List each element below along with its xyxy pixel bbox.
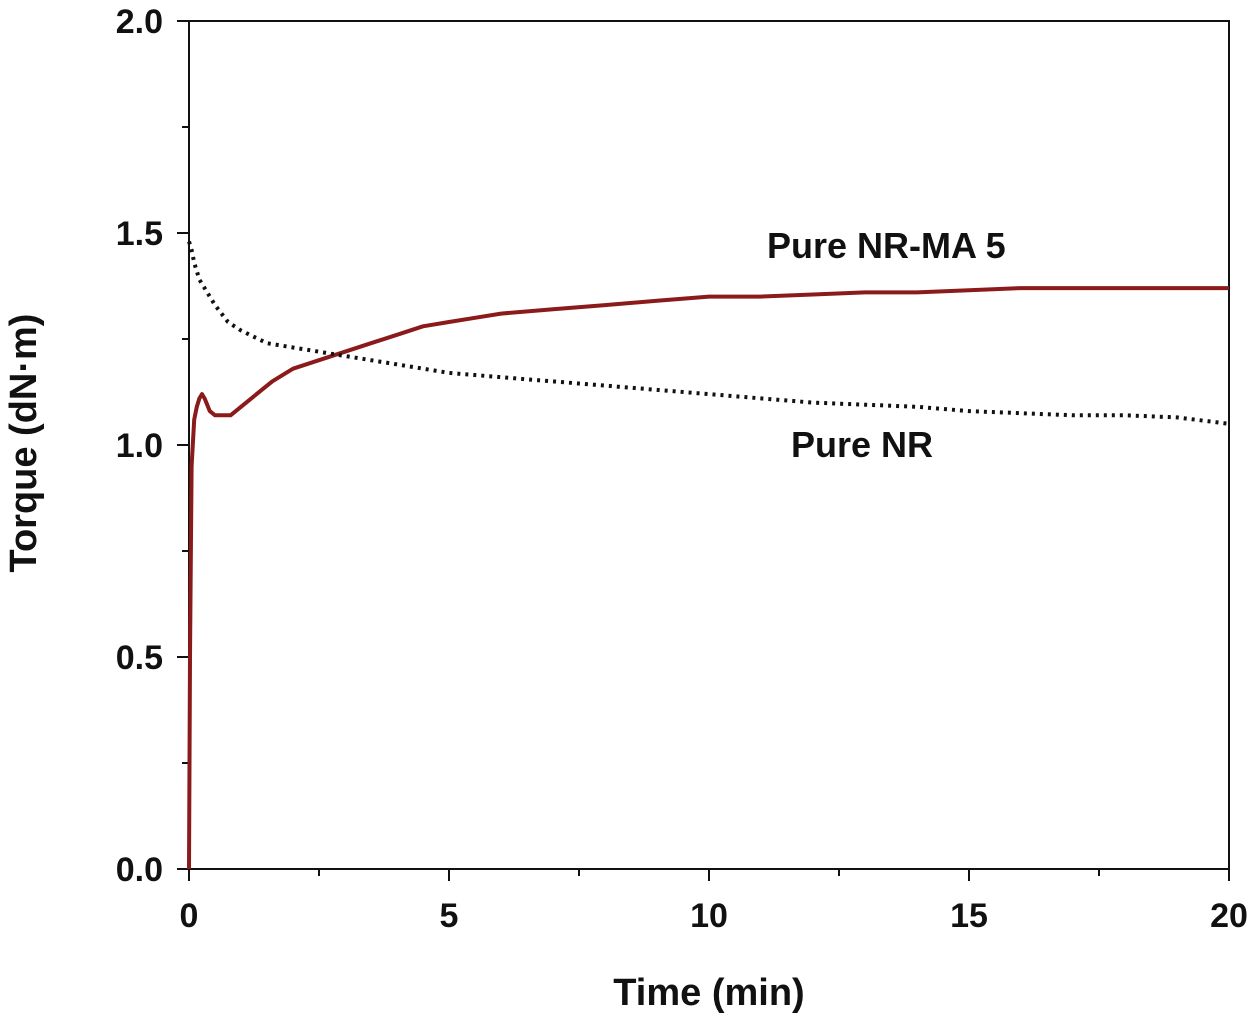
series-label-pure-nr-ma5: Pure NR-MA 5 — [767, 225, 1006, 266]
ticks: 0 5 10 15 20 0.0 0.5 1.0 1.5 2.0 — [116, 3, 1248, 935]
series-label-pure-nr: Pure NR — [791, 424, 933, 465]
y-tick-label: 0.0 — [116, 851, 163, 889]
x-tick-label: 20 — [1210, 897, 1248, 935]
x-tick-label: 15 — [950, 897, 988, 935]
y-axis-title: Torque (dN·m) — [3, 314, 45, 573]
y-tick-label: 0.5 — [116, 639, 163, 677]
plot-frame — [188, 20, 1230, 870]
series-line-pure-nr — [187, 240, 1230, 426]
x-tick-label: 10 — [690, 897, 728, 935]
series-layer — [187, 240, 1230, 870]
y-tick-label: 2.0 — [116, 3, 163, 41]
x-tick-label: 0 — [180, 897, 199, 935]
y-tick-label: 1.0 — [116, 427, 163, 465]
labels: Time (min) Torque (dN·m) Pure NR-MA 5 Pu… — [3, 225, 1006, 1014]
x-axis-title: Time (min) — [613, 972, 804, 1014]
x-tick-label: 5 — [440, 897, 459, 935]
y-tick-label: 1.5 — [116, 215, 163, 253]
axes — [188, 20, 1230, 870]
series-line-pure-nr-ma5 — [187, 286, 1229, 870]
